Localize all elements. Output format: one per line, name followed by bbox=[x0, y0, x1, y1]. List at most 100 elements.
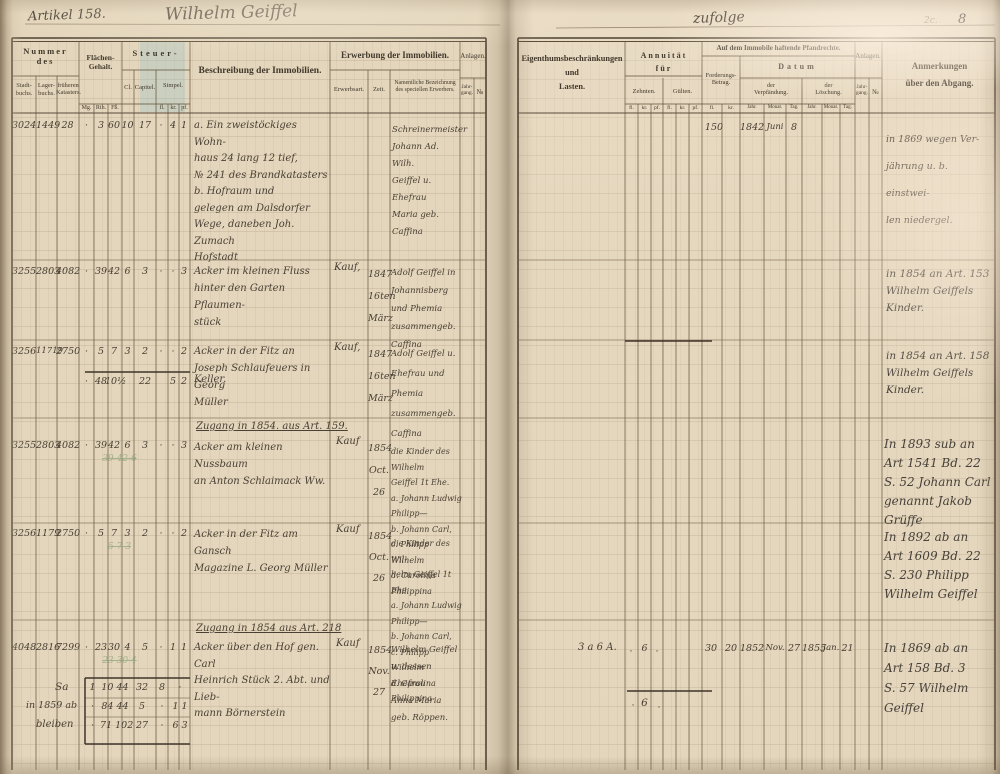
summary-sa-c2: 10 44 bbox=[101, 682, 129, 693]
r6-capitel: 5 bbox=[141, 642, 149, 653]
header-zeit: Zeit. bbox=[372, 86, 386, 93]
corner-mark: 2c. bbox=[924, 16, 938, 26]
keller-fss: 10½ bbox=[105, 376, 127, 387]
r1-simpel-pf: 1 bbox=[180, 120, 188, 131]
header-betrag-kr: kr. bbox=[728, 105, 734, 111]
r2-erwerber-namen: Adolf Geiffel in Johannisberg und Phemia… bbox=[391, 268, 456, 350]
header-verpf-jahr: Jahr. bbox=[747, 105, 757, 110]
rp6-dot-right: · bbox=[655, 646, 659, 657]
summary-sa-c3: 32 bbox=[135, 682, 149, 693]
r5-stadtbuch: 3256 bbox=[12, 528, 37, 539]
rp6-zehnten-sum: 6 bbox=[641, 697, 648, 709]
r1-simpel-fl: · bbox=[159, 120, 163, 131]
header-verpf-monat: Monat. bbox=[767, 105, 783, 110]
r5-kataster: 2750 bbox=[56, 528, 81, 539]
owner-name-title: Wilhelm Geiffel bbox=[164, 1, 298, 25]
r5-struck-values: 5 7 3 bbox=[108, 542, 131, 552]
artikel-number: Artikel 158. bbox=[27, 6, 107, 25]
header-no-right: № bbox=[872, 88, 879, 96]
r2-cl: 6 bbox=[124, 266, 131, 277]
header-eigenthum-lasten: Eigenthumsbeschränkungen und Lasten. bbox=[521, 54, 623, 92]
r3-erwerbsart: Kauf, bbox=[334, 342, 361, 353]
header-betrag-fl: fl. bbox=[709, 105, 715, 111]
summary-ab-c2: 84 44 bbox=[101, 701, 129, 712]
header-loesch-jahr: Jahr. bbox=[807, 105, 817, 110]
header-nummer: Nummer des bbox=[23, 46, 68, 67]
summary-ab-c5: 1 1 bbox=[172, 701, 188, 712]
header-no-left: № bbox=[476, 88, 484, 96]
header-unit-mg: Mg. bbox=[81, 105, 92, 111]
rp1-verpf-monat: Juni bbox=[766, 122, 784, 132]
r4-mg: · bbox=[84, 440, 89, 451]
r1-stadtbuch: 3024 bbox=[12, 120, 37, 131]
rp6-verpf-tag: 27 bbox=[787, 643, 801, 654]
r4-struck-values: 39 42 6 bbox=[102, 454, 137, 464]
header-datum: Datum bbox=[778, 62, 817, 71]
rp1-anmerkung: in 1869 wegen Ver- jährung u. b. einstwe… bbox=[886, 134, 980, 226]
keller-capitel: 22 bbox=[138, 376, 152, 387]
r1-fss: 60 bbox=[107, 120, 121, 131]
page-number: 8 bbox=[958, 12, 967, 27]
r4-lagerbuch: 2803 bbox=[36, 440, 61, 451]
rp1-forderungs-betrag: 150 bbox=[704, 122, 724, 133]
r3-zeit: 1847 16ten März bbox=[368, 349, 396, 404]
r6-erwerbsart: Kauf bbox=[336, 638, 360, 649]
r5-cl: 3 bbox=[124, 528, 131, 539]
header-zehnten-fl: fl. bbox=[629, 105, 634, 111]
r6-erwerber-namen: Wilhelm Geiffel u. dessen Ehefrau Anna M… bbox=[391, 645, 458, 723]
r3-stadtbuch: 3256 bbox=[12, 346, 37, 357]
header-jahrgang-right: Jahr- gang. bbox=[855, 84, 869, 97]
r1-cl: 10 bbox=[121, 120, 134, 131]
r3-simpel-pf: 2 bbox=[180, 346, 188, 357]
r5-capitel: 2 bbox=[141, 528, 149, 539]
r6-description: Acker über den Hof gen. Carl Heinrich St… bbox=[194, 642, 330, 719]
header-annuitaet: Annuität für bbox=[640, 51, 688, 73]
header-erwerbung: Erwerbung der Immobilien. bbox=[340, 50, 450, 60]
header-zehnten: Zehnten. bbox=[632, 88, 656, 95]
header-guelten-pf: pf. bbox=[692, 105, 699, 111]
header-guelten: Gülten. bbox=[672, 88, 693, 95]
rp6-sum-dot-left: · bbox=[631, 700, 635, 711]
rp6-betrag-fl: 30 bbox=[704, 643, 718, 654]
header-steuer: Steuer- bbox=[132, 48, 180, 58]
r6-lagerbuch: 2816 bbox=[36, 642, 61, 653]
r4-zeit: 1854 Oct. 26 bbox=[368, 443, 393, 498]
summary-bleiben-label: bleiben bbox=[36, 719, 74, 730]
r2-simpel-fl: · bbox=[159, 266, 163, 277]
r6-simpel-pf: 1 bbox=[180, 642, 188, 653]
rp6-verpf-jahr: 1852 bbox=[740, 643, 765, 654]
rp6-dot-left: · bbox=[629, 646, 633, 657]
header-jahrgang-left: Jahr- gang. bbox=[460, 84, 474, 97]
summary-sa-label: Sa bbox=[55, 681, 69, 693]
r4-zugang-heading: Zugang in 1854. aus Art. 159. bbox=[196, 421, 348, 432]
r4-capitel: 3 bbox=[141, 440, 149, 451]
header-flaechen-gehalt: Flächen- Gehalt. bbox=[86, 53, 115, 71]
r6-kataster: 7299 bbox=[56, 642, 81, 653]
summary-bleiben-c1: · bbox=[90, 720, 95, 731]
r5-simpel-pf: 2 bbox=[180, 528, 188, 539]
summary-ab-c3: 5 bbox=[138, 701, 146, 712]
header-forderungs-betrag: Forderungs- Betrag. bbox=[705, 72, 737, 87]
r6-fss: 30 bbox=[107, 642, 121, 653]
header-beschreibung: Beschreibung der Immobilien. bbox=[198, 66, 322, 76]
r3-simpel-fl: · bbox=[159, 346, 163, 357]
keller-simpel-pf: 2 bbox=[180, 376, 188, 387]
r1-mg: · bbox=[84, 120, 89, 131]
r3-lagerbuch: 11719 bbox=[36, 346, 64, 356]
r5-lagerbuch: 1179 bbox=[36, 528, 61, 539]
header-pfandrechte: Auf dem Immobile haftende Pfandrechte. bbox=[716, 44, 841, 52]
r5-zeit: 1854 Oct. 26 bbox=[368, 531, 393, 584]
r1-capitel: 17 bbox=[138, 120, 152, 131]
header-unit-fss: Fß. bbox=[111, 105, 119, 111]
header-simpel-pf: pf. bbox=[181, 105, 188, 111]
header-simpel-fl: fl. bbox=[159, 105, 165, 111]
r2-lagerbuch: 2803 bbox=[36, 266, 61, 277]
r5-description: Acker in der Fitz am Gansch Magazine L. … bbox=[194, 529, 328, 574]
r4-fss: 42 bbox=[107, 440, 121, 451]
r4-erwerbsart: Kauf bbox=[336, 436, 360, 447]
r6-cl: 4 bbox=[124, 642, 131, 653]
r1-kataster: 28 bbox=[61, 120, 74, 131]
r4-simpel-fl: · bbox=[159, 440, 163, 451]
